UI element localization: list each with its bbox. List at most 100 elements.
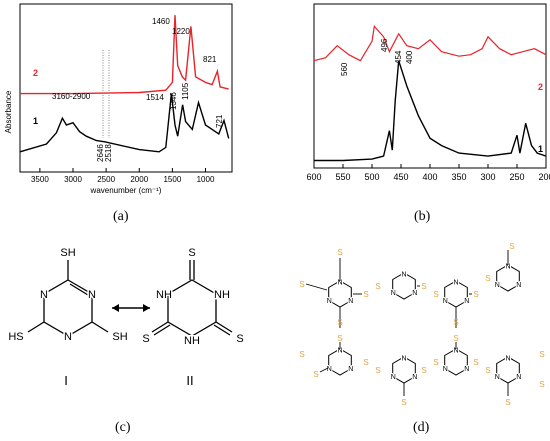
x-ticks-b: 600 550 500 450 400 350 300 250 200 [306, 164, 550, 182]
atom-N: N [495, 282, 500, 289]
atom-S: S [299, 280, 304, 289]
atom-N: N [327, 366, 332, 373]
atom-S: S [453, 334, 458, 343]
atom-N: N [337, 348, 342, 355]
annotation-454: 454 [394, 50, 403, 64]
series-1-label-b: 1 [538, 144, 543, 154]
panel-c: SH HS SH N N N S S S NH NH NH I II [0, 240, 260, 400]
x-tick-label-b: 350 [451, 172, 466, 182]
atom-S: S [539, 380, 544, 389]
annotation-1460: 1460 [152, 17, 170, 26]
ring-II [167, 279, 217, 337]
series-2-label-b: 2 [538, 82, 543, 92]
raman-chart: 2 1 560 496 454 400 600 550 500 450 400 350 30… [306, 3, 550, 182]
triazine-ring [392, 272, 416, 300]
x-tick-label-a: 1500 [163, 175, 181, 184]
atom-N2: N [88, 289, 96, 301]
atom-N: N [516, 282, 521, 289]
annotation-400: 400 [405, 50, 414, 64]
x-tick-label-a: 2000 [130, 175, 148, 184]
triazine-ring [328, 348, 352, 376]
panel-a: Absorbance 2 1 3160-2900 1460 1220 821 1… [0, 0, 240, 210]
series-2-label-a: 2 [33, 68, 38, 78]
series-1-label-a: 1 [33, 116, 38, 126]
x-tick-label-b: 450 [393, 172, 408, 182]
bond [305, 283, 328, 291]
atom-N: N [495, 374, 500, 381]
atom-SH-right: SH [112, 331, 127, 343]
annotation-2646: 2646 [96, 144, 105, 162]
x-axis-label-a: wavenumber (cm⁻¹) [90, 186, 162, 195]
series-2-line-a [20, 15, 229, 95]
atom-S: S [473, 358, 478, 367]
atom-S: S [539, 350, 544, 359]
annotation-3160-2900: 3160-2900 [52, 92, 91, 101]
atom-S: S [421, 282, 426, 291]
atom-S: S [375, 282, 380, 291]
series-2-line-b [313, 25, 547, 62]
atom-S-right: S [236, 333, 243, 345]
atom-NH-bottom: NH [184, 335, 200, 347]
atom-N: N [453, 280, 458, 287]
atom-SH-top: SH [60, 247, 75, 259]
x-tick-label-b: 400 [422, 172, 437, 182]
x-tick-label-a: 3000 [64, 175, 82, 184]
atom-S: S [375, 366, 380, 375]
annotation-721: 721 [215, 114, 224, 128]
atom-S-left: S [142, 333, 149, 345]
annotation-1514: 1514 [146, 93, 164, 102]
atom-S: S [337, 248, 342, 257]
atom-N3: N [64, 331, 72, 343]
x-tick-label-a: 3500 [31, 175, 49, 184]
ring-I [43, 279, 93, 337]
x-tick-label-b: 550 [335, 172, 350, 182]
atom-NH-right: NH [214, 289, 230, 301]
atom-N: N [443, 298, 448, 305]
atom-N: N [391, 290, 396, 297]
atom-N: N [464, 298, 469, 305]
atom-S: S [337, 334, 342, 343]
x-tick-label-a: 1000 [197, 175, 215, 184]
bond [319, 367, 329, 373]
label-II: II [186, 373, 193, 388]
atom-S-top: S [188, 247, 195, 259]
y-axis-label-a: Absorbance [4, 90, 13, 133]
caption-d: (d) [413, 420, 430, 435]
annotation-1105: 1105 [181, 82, 190, 100]
x-tick-label-b: 300 [480, 172, 495, 182]
tautomer-structures: SH HS SH N N N S S S NH NH NH I II [8, 247, 243, 388]
atom-S: S [509, 242, 514, 251]
x-ticks-a: 3500 3000 2500 2000 1500 1000 [31, 168, 215, 184]
atom-NH-left: NH [156, 289, 172, 301]
annotation-1346: 1346 [169, 92, 178, 110]
x-tick-label-a: 2500 [97, 175, 115, 184]
series-1-line-a [19, 93, 230, 153]
x-tick-label-b: 500 [364, 172, 379, 182]
atom-S: S [505, 398, 510, 407]
atom-S: S [363, 290, 368, 299]
series-1-line-b [314, 60, 547, 162]
atom-N1: N [40, 289, 48, 301]
panel-b: 2 1 560 496 454 400 600 550 500 450 400 350 30… [300, 0, 550, 210]
atom-S: S [473, 290, 478, 299]
triazine-ring [444, 348, 468, 376]
annotation-2518: 2518 [104, 144, 113, 162]
x-tick-label-b: 250 [509, 172, 524, 182]
annotation-496: 496 [380, 38, 389, 52]
ftir-chart: Absorbance 2 1 3160-2900 1460 1220 821 1… [4, 3, 233, 195]
atom-N: N [453, 348, 458, 355]
atom-N: N [516, 374, 521, 381]
atom-S: S [433, 290, 438, 299]
atom-N: N [443, 366, 448, 373]
atom-N: N [401, 272, 406, 279]
atom-S: S [401, 398, 406, 407]
atom-N: N [464, 366, 469, 373]
atom-N: N [327, 298, 332, 305]
annotation-821: 821 [203, 55, 217, 64]
atom-N: N [391, 374, 396, 381]
atom-N: N [401, 356, 406, 363]
x-tick-label-b: 600 [306, 172, 321, 182]
atom-N: N [412, 374, 417, 381]
